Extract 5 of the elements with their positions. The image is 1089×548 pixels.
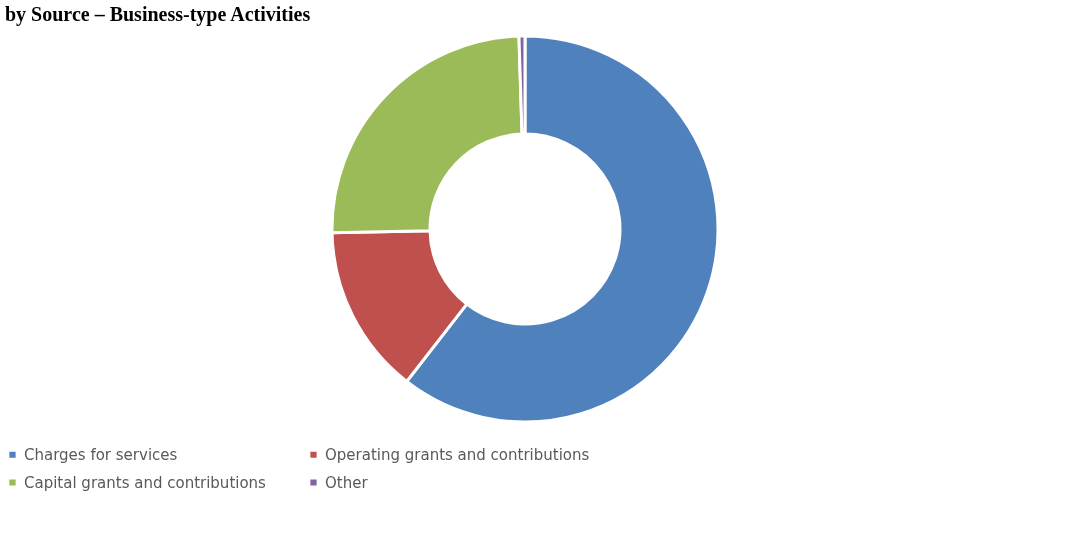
legend-label: Other [325, 473, 369, 492]
legend-label: Charges for services [24, 445, 178, 464]
legend-label: Operating grants and contributions [325, 445, 590, 464]
chart-title: by Source – Business-type Activities [5, 3, 311, 26]
legend-label: Capital grants and contributions [24, 473, 267, 492]
